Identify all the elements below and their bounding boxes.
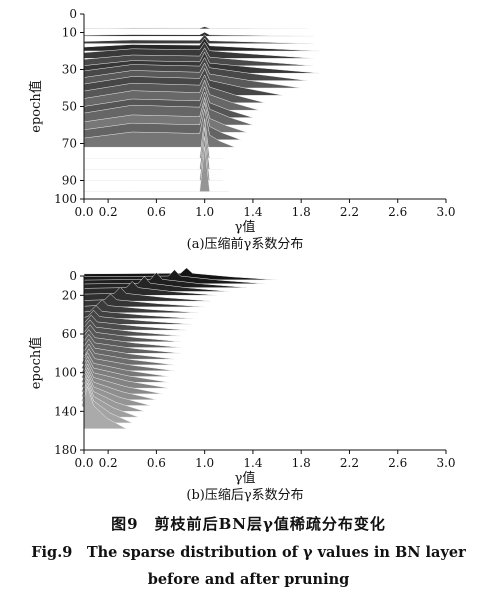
chart-a-x-tick-label: 2.6 (388, 205, 407, 219)
chart-b-x-tick-label: 2.6 (388, 456, 407, 470)
chart-b-x-axis-label: γ值 (235, 470, 256, 486)
chart-b-y-tick-label: 140 (54, 404, 77, 418)
chart-a-y-tick-label: 0 (69, 7, 77, 21)
chart-b: 0.0 0.2 0.6 1.0 1.4 1.8 2.2 2.6 3.0 0 20 60 100 140 18… (28, 267, 456, 503)
chart-b-ridge-epoch-32 (83, 293, 205, 308)
chart-a-y-tick-label: 90 (62, 174, 77, 188)
chart-a-x-axis-label: γ值 (235, 219, 256, 235)
chart-a-x-tick-label: 0.0 (74, 205, 93, 219)
chart-b-ridge-epoch-38 (83, 299, 199, 313)
chart-b-y-tick-label: 100 (54, 366, 77, 380)
chart-a-ridge-epoch-12 (83, 31, 314, 37)
chart-b-x-tick-label: 0.0 (74, 456, 93, 470)
chart-a-y-axis-label: epoch值 (28, 80, 44, 133)
chart-b-ridge-epoch-26 (83, 286, 211, 302)
chart-a-axes: 0.0 0.2 0.6 1.0 1.4 1.8 2.2 2.6 3.0 0 10 30 50 70 90 10… (54, 7, 455, 219)
figure-caption-english-line2: before and after pruning (147, 571, 350, 588)
chart-a-ridge-epoch-84 (84, 127, 223, 170)
chart-a-ridge-epoch-24 (83, 41, 314, 59)
figure-caption-chinese: 图9 剪枝前后BN层γ值稀疏分布变化 (111, 515, 386, 533)
chart-b-x-tick-label: 1.0 (195, 456, 214, 470)
chart-b-y-tick-label: 60 (62, 327, 77, 341)
chart-b-ridges (81, 267, 278, 429)
chart-b-x-tick-label: 1.4 (243, 456, 262, 470)
chart-b-y-tick-label: 180 (54, 443, 77, 457)
chart-b-y-axis-label: epoch值 (28, 337, 44, 390)
chart-a-y-tick-label: 70 (62, 137, 77, 151)
chart-b-y-tick-label: 0 (69, 269, 77, 283)
chart-a-y-tick-label: 30 (62, 63, 77, 77)
chart-a-x-tick-label: 0.6 (147, 205, 166, 219)
chart-b-ridge-epoch-50 (83, 309, 193, 325)
chart-a-y-tick-label: 100 (54, 192, 77, 206)
chart-a-x-tick-label: 2.2 (340, 205, 359, 219)
figure-caption-english-line1: Fig.9 The sparse distribution of γ value… (31, 544, 466, 561)
chart-a-x-tick-label: 3.0 (436, 205, 455, 219)
chart-b-x-tick-label: 0.2 (99, 456, 118, 470)
chart-a-x-tick-label: 0.2 (99, 205, 118, 219)
chart-b-axes: 0.0 0.2 0.6 1.0 1.4 1.8 2.2 2.6 3.0 0 20 60 100 140 18… (54, 269, 455, 470)
chart-b-y-tick-label: 20 (62, 288, 77, 302)
chart-a-ridge-epoch-96 (84, 146, 229, 192)
chart-a: 0.0 0.2 0.6 1.0 1.4 1.8 2.2 2.6 3.0 0 10 30 50 70 90 10… (28, 7, 456, 252)
chart-b-x-tick-label: 2.2 (340, 456, 359, 470)
chart-b-subtitle: (b)压缩后γ系数分布 (186, 487, 303, 503)
chart-a-x-tick-label: 1.4 (243, 205, 262, 219)
chart-a-x-tick-label: 1.8 (292, 205, 311, 219)
chart-a-ridge-epoch-78 (84, 118, 223, 159)
chart-b-ridge-epoch-44 (83, 305, 193, 319)
chart-a-y-tick-label: 10 (62, 26, 77, 40)
chart-a-ridge-epoch-90 (84, 136, 223, 181)
chart-a-ridge-epoch-72 (83, 109, 235, 148)
chart-a-y-tick-label: 50 (62, 100, 77, 114)
chart-a-ridge-epoch-20 (83, 37, 320, 52)
chart-a-subtitle: (a)压缩前γ系数分布 (187, 236, 304, 252)
chart-b-x-tick-label: 3.0 (436, 456, 455, 470)
chart-a-ridge-epoch-8 (83, 26, 308, 30)
chart-a-x-tick-label: 1.0 (195, 205, 214, 219)
chart-b-x-tick-label: 1.8 (292, 456, 311, 470)
chart-b-x-tick-label: 0.6 (147, 456, 166, 470)
chart-a-ridges (83, 26, 320, 192)
chart-a-ridge-epoch-16 (83, 34, 314, 44)
